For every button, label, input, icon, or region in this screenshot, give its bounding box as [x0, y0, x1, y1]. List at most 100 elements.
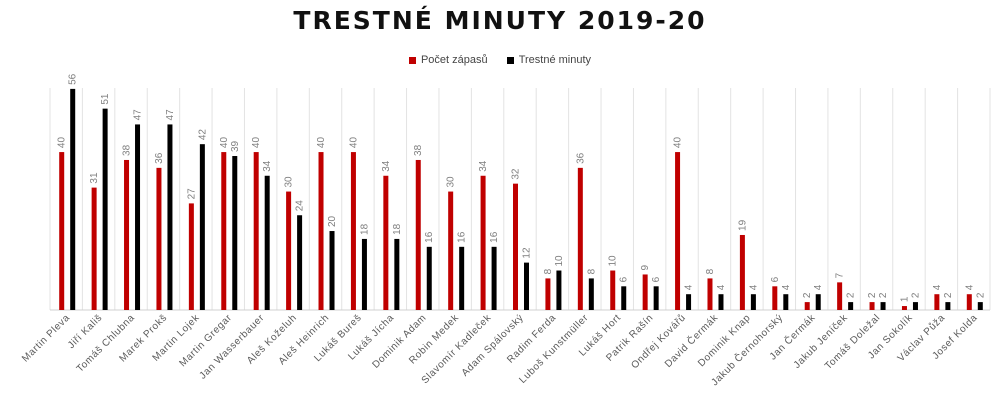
bar-games	[480, 175, 486, 310]
data-label-games: 4	[964, 284, 975, 290]
data-label-penalty-minutes: 18	[359, 223, 370, 235]
bar-penalty-minutes	[718, 294, 724, 310]
bar-games	[707, 278, 713, 310]
data-label-penalty-minutes: 4	[748, 284, 759, 290]
legend-label-games: Počet zápasů	[420, 54, 488, 67]
bar-penalty-minutes	[977, 302, 983, 310]
data-label-penalty-minutes: 56	[68, 73, 79, 85]
data-label-games: 32	[511, 168, 522, 180]
data-label-games: 19	[737, 219, 748, 231]
data-label-penalty-minutes: 6	[619, 276, 630, 282]
data-label-games: 40	[251, 137, 262, 149]
bar-penalty-minutes	[426, 246, 432, 310]
data-label-penalty-minutes: 16	[457, 231, 468, 243]
x-tick-label: Tomáš Chlubna	[75, 312, 137, 374]
data-label-penalty-minutes: 10	[554, 255, 565, 267]
bar-games	[610, 270, 616, 310]
data-label-penalty-minutes: 2	[910, 292, 921, 298]
x-tick-label: Martin Pleva	[20, 312, 72, 364]
data-label-penalty-minutes: 6	[651, 276, 662, 282]
data-label-games: 34	[381, 160, 392, 172]
bar-games	[545, 278, 551, 310]
bar-penalty-minutes	[70, 88, 76, 311]
data-label-penalty-minutes: 24	[295, 200, 306, 212]
x-tick-label: Ondřej Kovářů	[629, 312, 689, 372]
bar-penalty-minutes	[102, 108, 108, 310]
bar-games	[804, 302, 810, 310]
bar-penalty-minutes	[848, 302, 854, 310]
data-label-games: 30	[446, 176, 457, 188]
data-label-games: 2	[802, 292, 813, 298]
bar-games	[124, 159, 130, 310]
bar-games	[739, 234, 745, 310]
data-label-penalty-minutes: 4	[813, 284, 824, 290]
data-label-penalty-minutes: 18	[392, 223, 403, 235]
data-label-penalty-minutes: 16	[489, 231, 500, 243]
data-label-penalty-minutes: 42	[197, 129, 208, 141]
bar-penalty-minutes	[588, 278, 594, 310]
bar-games	[350, 152, 356, 310]
data-label-penalty-minutes: 39	[230, 140, 241, 152]
x-tick-label: Adam Spálovský	[460, 312, 526, 378]
data-label-games: 40	[673, 137, 684, 149]
bar-games	[577, 167, 583, 310]
legend-item-penalty-minutes: Trestné minuty	[506, 54, 591, 66]
data-label-games: 40	[316, 137, 327, 149]
data-label-penalty-minutes: 16	[424, 231, 435, 243]
bar-games	[318, 152, 324, 310]
data-label-games: 4	[932, 284, 943, 290]
bar-games	[934, 294, 940, 310]
data-label-penalty-minutes: 2	[975, 292, 986, 298]
legend: Počet zápasů Trestné minuty	[0, 54, 1000, 66]
bar-penalty-minutes	[621, 286, 627, 310]
bar-penalty-minutes	[361, 238, 367, 310]
bar-penalty-minutes	[459, 246, 465, 310]
bar-games	[253, 152, 259, 310]
data-label-penalty-minutes: 47	[165, 109, 176, 121]
data-label-penalty-minutes: 2	[846, 292, 857, 298]
data-label-penalty-minutes: 4	[781, 284, 792, 290]
data-label-games: 9	[640, 264, 651, 270]
bar-penalty-minutes	[135, 124, 141, 311]
bar-games	[772, 286, 778, 310]
bar-penalty-minutes	[297, 215, 303, 310]
bar-penalty-minutes	[232, 156, 238, 310]
bar-games	[383, 175, 389, 310]
bar-penalty-minutes	[556, 270, 562, 310]
legend-item-games: Počet zápasů	[408, 54, 488, 67]
data-label-penalty-minutes: 34	[262, 160, 273, 172]
bar-games	[156, 167, 162, 310]
data-label-games: 36	[575, 152, 586, 164]
bar-games	[869, 302, 875, 310]
chart-title: TRESTNÉ MINUTY 2019-20	[293, 6, 707, 35]
bar-games	[675, 152, 681, 310]
data-label-games: 8	[705, 268, 716, 274]
data-label-games: 38	[122, 144, 133, 156]
bar-games	[901, 306, 907, 310]
bar-penalty-minutes	[329, 231, 335, 310]
bar-games	[837, 282, 843, 310]
data-label-games: 31	[89, 172, 100, 184]
bar-penalty-minutes	[912, 302, 918, 310]
bar-penalty-minutes	[686, 294, 692, 310]
bar-games	[513, 183, 518, 310]
data-label-games: 40	[57, 137, 68, 149]
legend-swatch-penalty-minutes	[506, 56, 514, 64]
data-label-games: 6	[770, 276, 781, 282]
bar-penalty-minutes	[783, 294, 789, 310]
data-label-games: 27	[186, 188, 197, 200]
bar-penalty-minutes	[199, 144, 205, 310]
data-label-games: 10	[608, 255, 619, 267]
bar-games	[188, 203, 194, 310]
bar-games	[415, 159, 421, 310]
data-label-games: 40	[219, 137, 230, 149]
data-label-games: 30	[284, 176, 295, 188]
bar-penalty-minutes	[491, 246, 497, 310]
data-label-games: 40	[348, 137, 359, 149]
data-label-penalty-minutes: 12	[522, 247, 533, 259]
data-label-games: 1	[899, 296, 910, 302]
bar-penalty-minutes	[653, 286, 659, 310]
bar-games	[642, 274, 648, 310]
data-label-games: 38	[413, 144, 424, 156]
